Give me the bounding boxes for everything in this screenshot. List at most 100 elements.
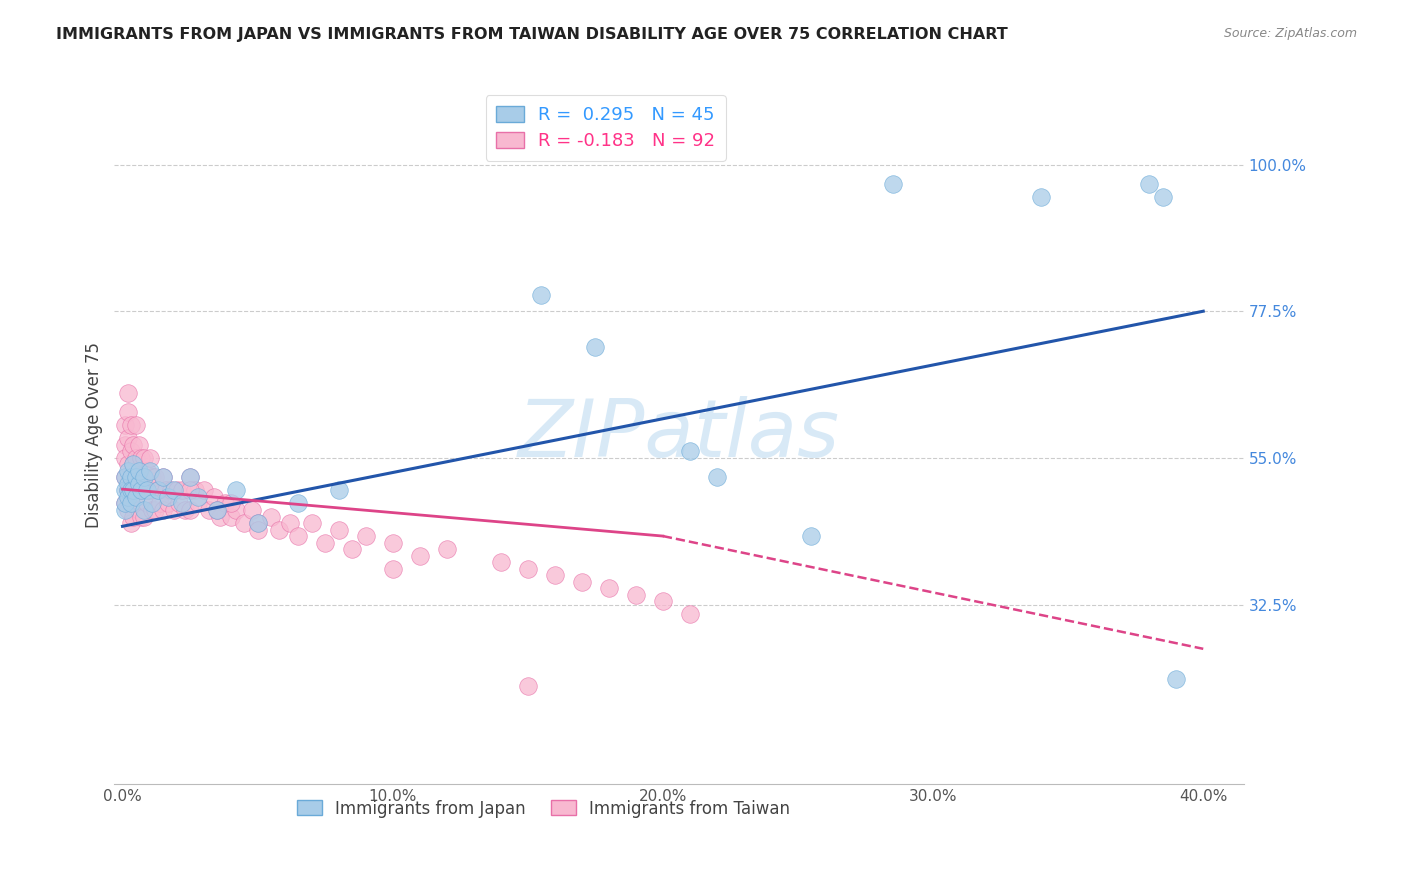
Point: [651, 594, 673, 608]
Point: [114, 496, 136, 510]
Point: [117, 431, 139, 445]
Point: [225, 483, 247, 498]
Point: [122, 509, 145, 524]
Point: [314, 535, 336, 549]
Point: [381, 535, 404, 549]
Point: [120, 516, 142, 530]
Point: [117, 483, 139, 498]
Point: [131, 509, 153, 524]
Point: [530, 288, 553, 302]
Point: [134, 483, 156, 498]
Point: [120, 496, 142, 510]
Point: [117, 503, 139, 517]
Point: [328, 523, 350, 537]
Text: ZIPatlas: ZIPatlas: [517, 396, 841, 474]
Point: [120, 470, 142, 484]
Point: [882, 177, 904, 191]
Point: [128, 477, 150, 491]
Point: [135, 483, 157, 498]
Point: [205, 503, 228, 517]
Point: [125, 490, 148, 504]
Point: [219, 509, 242, 524]
Point: [114, 450, 136, 465]
Point: [122, 483, 145, 498]
Point: [198, 503, 221, 517]
Point: [246, 516, 269, 530]
Point: [166, 483, 188, 498]
Y-axis label: Disability Age Over 75: Disability Age Over 75: [86, 342, 103, 528]
Point: [134, 509, 156, 524]
Point: [131, 483, 153, 498]
Point: [135, 496, 157, 510]
Point: [233, 516, 256, 530]
Point: [436, 542, 458, 557]
Point: [225, 503, 247, 517]
Point: [117, 405, 139, 419]
Point: [246, 523, 269, 537]
Point: [138, 450, 160, 465]
Point: [131, 450, 153, 465]
Point: [260, 509, 283, 524]
Point: [163, 503, 186, 517]
Point: [179, 503, 201, 517]
Point: [269, 523, 291, 537]
Point: [143, 470, 166, 484]
Point: [679, 444, 702, 458]
Point: [152, 470, 174, 484]
Point: [489, 555, 512, 569]
Point: [170, 496, 193, 510]
Point: [138, 464, 160, 478]
Point: [340, 542, 363, 557]
Point: [134, 450, 156, 465]
Point: [219, 496, 242, 510]
Point: [120, 444, 142, 458]
Point: [624, 588, 647, 602]
Point: [516, 562, 538, 576]
Point: [544, 568, 567, 582]
Point: [125, 470, 148, 484]
Point: [328, 483, 350, 498]
Point: [117, 385, 139, 400]
Point: [287, 529, 309, 543]
Point: [134, 503, 156, 517]
Point: [120, 418, 142, 433]
Point: [381, 562, 404, 576]
Point: [114, 438, 136, 452]
Point: [598, 581, 620, 595]
Point: [143, 503, 166, 517]
Point: [1152, 190, 1174, 204]
Point: [184, 483, 207, 498]
Text: Source: ZipAtlas.com: Source: ZipAtlas.com: [1223, 27, 1357, 40]
Point: [287, 496, 309, 510]
Point: [146, 483, 169, 498]
Point: [179, 470, 201, 484]
Point: [114, 483, 136, 498]
Point: [1166, 673, 1188, 687]
Point: [141, 470, 163, 484]
Point: [800, 529, 823, 543]
Point: [138, 483, 160, 498]
Point: [157, 490, 180, 504]
Point: [125, 450, 148, 465]
Point: [157, 496, 180, 510]
Point: [122, 458, 145, 472]
Point: [179, 470, 201, 484]
Point: [117, 477, 139, 491]
Point: [155, 483, 177, 498]
Point: [120, 483, 142, 498]
Point: [134, 470, 156, 484]
Point: [278, 516, 301, 530]
Point: [246, 516, 269, 530]
Point: [117, 490, 139, 504]
Point: [146, 483, 169, 498]
Point: [114, 418, 136, 433]
Point: [125, 418, 148, 433]
Point: [1029, 190, 1052, 204]
Text: IMMIGRANTS FROM JAPAN VS IMMIGRANTS FROM TAIWAN DISABILITY AGE OVER 75 CORRELATI: IMMIGRANTS FROM JAPAN VS IMMIGRANTS FROM…: [56, 27, 1008, 42]
Point: [131, 483, 153, 498]
Point: [163, 483, 186, 498]
Point: [114, 503, 136, 517]
Point: [120, 470, 142, 484]
Point: [120, 496, 142, 510]
Point: [114, 470, 136, 484]
